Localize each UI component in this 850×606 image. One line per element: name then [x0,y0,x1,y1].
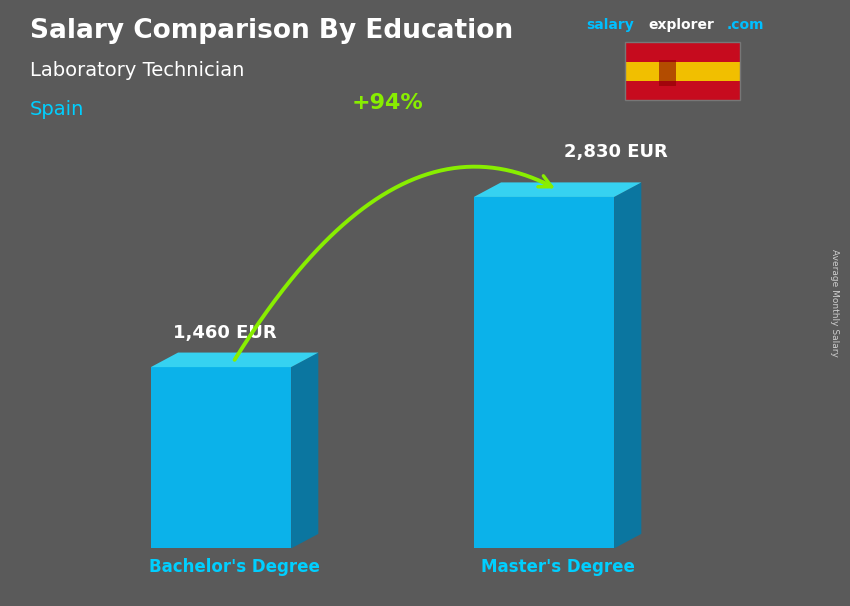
Bar [625,62,740,81]
Text: +94%: +94% [352,93,423,113]
Text: Salary Comparison By Education: Salary Comparison By Education [30,18,513,44]
Polygon shape [474,197,614,548]
Bar [625,81,740,100]
Bar [625,42,740,62]
Text: salary: salary [586,18,634,32]
Polygon shape [614,182,641,548]
Polygon shape [151,353,318,367]
Bar [625,42,740,100]
Text: explorer: explorer [649,18,714,32]
Text: .com: .com [727,18,764,32]
Text: Laboratory Technician: Laboratory Technician [30,61,244,79]
Text: Average Monthly Salary: Average Monthly Salary [830,249,839,357]
Text: Spain: Spain [30,100,84,119]
Text: Master's Degree: Master's Degree [480,558,635,576]
Polygon shape [151,367,291,548]
Text: 1,460 EUR: 1,460 EUR [173,324,277,342]
Bar [659,59,677,85]
Text: Bachelor's Degree: Bachelor's Degree [149,558,320,576]
Polygon shape [291,353,318,548]
Polygon shape [474,182,641,197]
Text: 2,830 EUR: 2,830 EUR [564,142,668,161]
